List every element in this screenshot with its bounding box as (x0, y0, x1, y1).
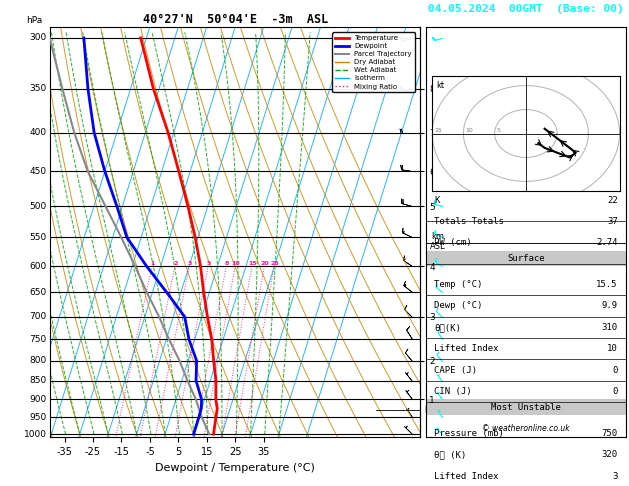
Text: 3: 3 (613, 471, 618, 481)
Text: 1: 1 (150, 261, 155, 266)
Text: 22: 22 (607, 195, 618, 205)
Text: 900: 900 (30, 395, 47, 404)
Text: Dewp (°C): Dewp (°C) (434, 301, 482, 311)
Text: 750: 750 (602, 429, 618, 438)
Text: 04.05.2024  00GMT  (Base: 00): 04.05.2024 00GMT (Base: 00) (428, 4, 624, 15)
Text: 700: 700 (30, 312, 47, 321)
Text: 3: 3 (187, 261, 192, 266)
Text: 10: 10 (465, 128, 473, 133)
Text: 500: 500 (30, 202, 47, 210)
Text: 10: 10 (607, 344, 618, 353)
Text: Temp (°C): Temp (°C) (434, 280, 482, 289)
Text: θᴇ (K): θᴇ (K) (434, 450, 466, 459)
Text: 25: 25 (270, 261, 279, 266)
Text: Lifted Index: Lifted Index (434, 471, 498, 481)
Text: 450: 450 (30, 167, 47, 176)
Text: 0: 0 (613, 365, 618, 375)
Text: 650: 650 (30, 288, 47, 297)
Title: 40°27'N  50°04'E  -3m  ASL: 40°27'N 50°04'E -3m ASL (143, 13, 328, 26)
X-axis label: Dewpoint / Temperature (°C): Dewpoint / Temperature (°C) (155, 463, 315, 473)
Legend: Temperature, Dewpoint, Parcel Trajectory, Dry Adiabat, Wet Adiabat, Isotherm, Mi: Temperature, Dewpoint, Parcel Trajectory… (332, 32, 415, 92)
Text: 9.9: 9.9 (602, 301, 618, 311)
Text: © weatheronline.co.uk: © weatheronline.co.uk (482, 424, 570, 434)
Text: 400: 400 (30, 128, 47, 137)
Text: 15: 15 (434, 128, 442, 133)
Text: 850: 850 (30, 376, 47, 385)
Text: CAPE (J): CAPE (J) (434, 365, 477, 375)
Text: 300: 300 (30, 34, 47, 42)
Text: K: K (434, 195, 439, 205)
Text: 5: 5 (206, 261, 211, 266)
Text: 310: 310 (602, 323, 618, 332)
Text: kt: kt (436, 81, 444, 89)
Text: 550: 550 (30, 233, 47, 242)
Bar (426, 251, 626, 266)
Text: 2: 2 (173, 261, 177, 266)
Text: 320: 320 (602, 450, 618, 459)
Text: 1000: 1000 (24, 430, 47, 439)
Text: 37: 37 (607, 217, 618, 226)
Text: Lifted Index: Lifted Index (434, 344, 498, 353)
Text: Totals Totals: Totals Totals (434, 217, 504, 226)
Text: 5: 5 (496, 128, 501, 133)
Text: CIN (J): CIN (J) (434, 387, 472, 396)
Text: Mixing Ratio (g/kg): Mixing Ratio (g/kg) (465, 195, 474, 269)
Text: 8: 8 (225, 261, 229, 266)
Text: 600: 600 (30, 261, 47, 271)
Text: PW (cm): PW (cm) (434, 238, 472, 247)
Text: 20: 20 (260, 261, 269, 266)
Text: 2.74: 2.74 (596, 238, 618, 247)
Text: Surface: Surface (507, 254, 545, 263)
Text: Pressure (mb): Pressure (mb) (434, 429, 504, 438)
Text: 350: 350 (30, 84, 47, 93)
Text: 800: 800 (30, 356, 47, 365)
Text: Most Unstable: Most Unstable (491, 402, 561, 412)
Text: 0: 0 (613, 387, 618, 396)
Text: 10: 10 (231, 261, 240, 266)
Text: LCL: LCL (424, 406, 438, 415)
Text: hPa: hPa (26, 16, 43, 25)
Text: 950: 950 (30, 413, 47, 422)
Text: 750: 750 (30, 335, 47, 344)
Text: 15.5: 15.5 (596, 280, 618, 289)
Bar (426, 399, 626, 415)
Y-axis label: km
ASL: km ASL (430, 232, 445, 251)
Text: 15: 15 (248, 261, 257, 266)
Text: θᴇ(K): θᴇ(K) (434, 323, 461, 332)
